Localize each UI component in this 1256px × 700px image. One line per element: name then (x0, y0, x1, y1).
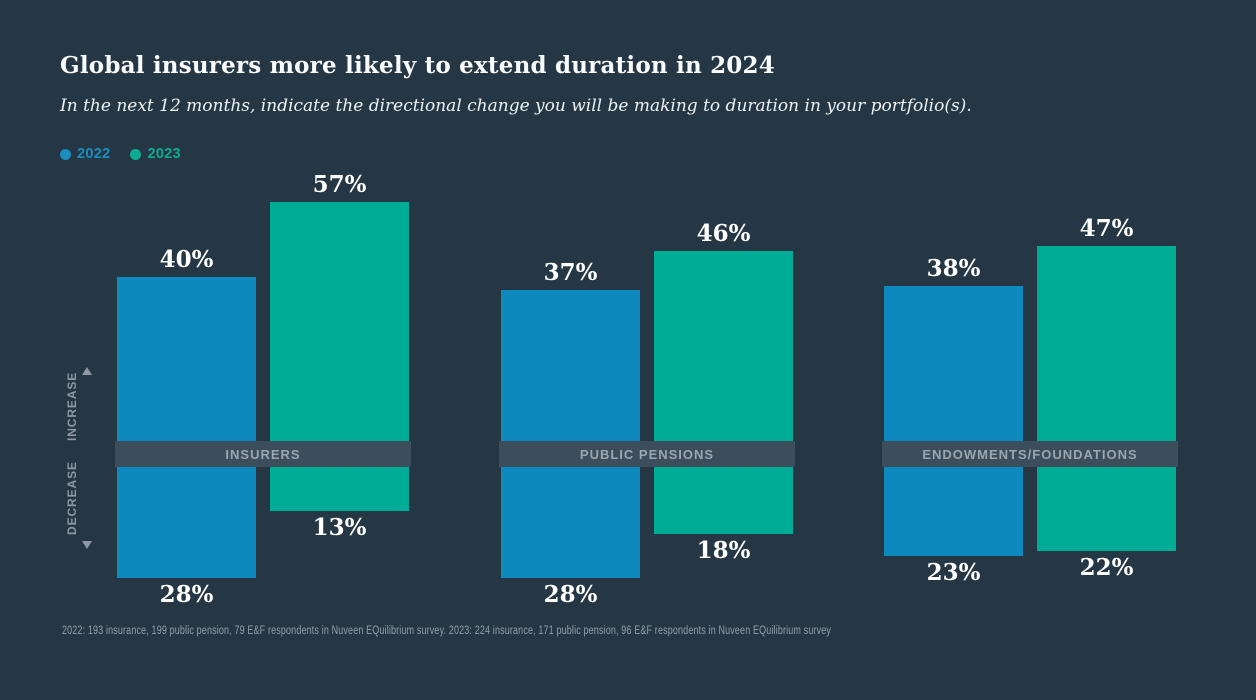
value-label-2022-increase: 37% (543, 259, 598, 286)
chart-subtitle: In the next 12 months, indicate the dire… (60, 96, 972, 116)
bar-2022-decrease (884, 454, 1023, 556)
bar-2022-increase (501, 290, 640, 454)
category-label: PUBLIC PENSIONS (579, 446, 715, 462)
legend-dot-2022-icon (60, 148, 71, 160)
bar-2023-decrease (654, 454, 793, 534)
legend-label-2023: 2023 (147, 146, 181, 162)
value-label-2023-increase: 57% (312, 171, 367, 198)
value-label-2022-decrease: 28% (543, 581, 598, 608)
value-label-2023-decrease: 22% (1079, 554, 1134, 581)
bar-2023-increase (654, 251, 793, 454)
increase-arrow-icon (82, 367, 92, 375)
legend-item-2023: 2023 (130, 146, 181, 162)
value-label-2022-increase: 40% (159, 246, 214, 273)
bar-2022-increase (884, 286, 1023, 454)
bar-2023-decrease (1037, 454, 1176, 551)
category-label: INSURERS (225, 446, 301, 462)
category-band: ENDOWMENTS/FOUNDATIONS (882, 441, 1178, 467)
legend-label-2022: 2022 (77, 146, 111, 162)
bar-2022-decrease (117, 454, 256, 578)
category-label: ENDOWMENTS/FOUNDATIONS (922, 446, 1138, 462)
value-label-2023-decrease: 18% (696, 537, 751, 564)
bar-2022-decrease (501, 454, 640, 578)
value-label-2022-decrease: 23% (926, 559, 981, 586)
legend-item-2022: 2022 (60, 146, 110, 162)
decrease-arrow-icon (82, 541, 92, 549)
chart-title: Global insurers more likely to extend du… (60, 52, 775, 79)
category-band: PUBLIC PENSIONS (499, 441, 795, 467)
value-label-2023-decrease: 13% (312, 514, 367, 541)
value-label-2023-increase: 47% (1079, 215, 1134, 242)
bar-2023-increase (1037, 246, 1176, 454)
bar-2022-increase (117, 277, 256, 454)
legend-dot-2023-icon (130, 148, 142, 160)
value-label-2023-increase: 46% (696, 220, 751, 247)
bar-2023-increase (270, 202, 409, 454)
value-label-2022-increase: 38% (926, 255, 981, 282)
footnote: 2022: 193 insurance, 199 public pension,… (62, 625, 832, 637)
value-label-2022-decrease: 28% (159, 581, 214, 608)
legend: 2022 2023 (60, 146, 181, 162)
category-band: INSURERS (115, 441, 411, 467)
